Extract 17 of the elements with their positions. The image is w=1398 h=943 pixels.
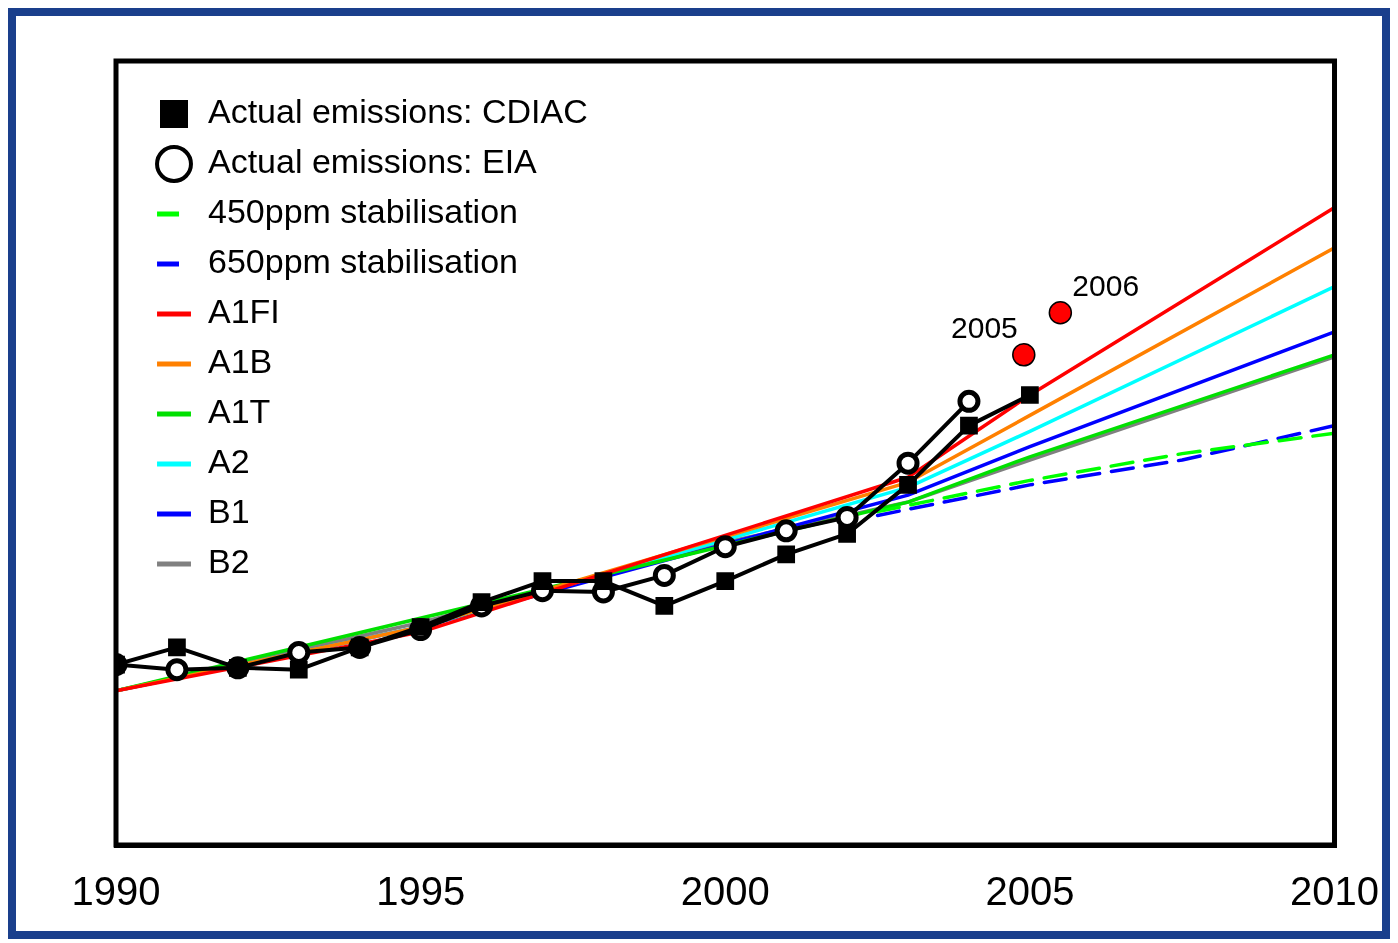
annotation: 2005 [951,311,1018,345]
legend-label: Actual emissions: CDIAC [208,92,588,131]
x-tick-label: 1995 [376,869,466,914]
legend-label: A1T [208,392,271,431]
annotation: 2006 [1072,269,1140,303]
legend-label: B1 [208,492,250,531]
x-tick-label: 2000 [680,869,770,914]
x-tick-label: 2010 [1290,869,1379,914]
legend-label: 450ppm stabilisation [208,192,518,231]
legend-label: Actual emissions: EIA [208,142,538,181]
legend-label: A1B [208,342,273,381]
x-tick-label: 1990 [71,869,161,914]
legend-label: A1FI [208,292,280,331]
x-tick-label: 2005 [985,869,1075,914]
legend-label: A2 [208,442,250,481]
legend-label: 650ppm stabilisation [208,242,518,281]
legend-label: B2 [208,542,250,581]
